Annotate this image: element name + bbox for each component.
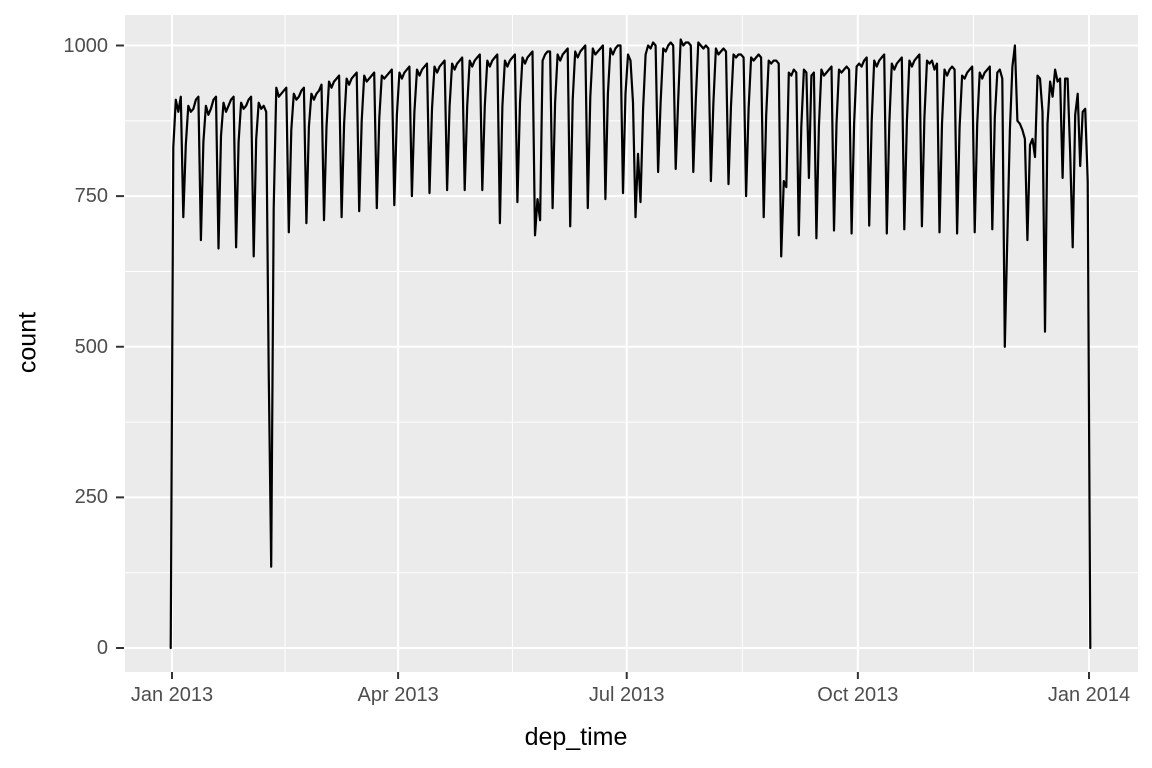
y-tick-label: 500	[74, 335, 108, 358]
y-tick-label: 0	[96, 637, 108, 659]
axis-tick-marks	[116, 44, 1090, 679]
x-axis-title: dep_time	[524, 723, 628, 751]
y-tick-label: 1000	[63, 34, 109, 57]
grid-minor-lines	[125, 15, 1138, 672]
x-tick-label: Jan 2013	[130, 684, 214, 706]
x-tick-label: Jan 2014	[1047, 684, 1131, 706]
x-tick-label: Apr 2013	[357, 684, 439, 706]
panel-background	[125, 15, 1138, 672]
y-tick-label: 250	[74, 486, 108, 509]
y-tick-label: 750	[74, 185, 108, 208]
x-tick-label: Oct 2013	[817, 684, 899, 706]
y-axis-title: count	[13, 311, 42, 373]
freqpoly-line	[169, 38, 1092, 650]
x-tick-label: Jul 2013	[588, 684, 665, 706]
